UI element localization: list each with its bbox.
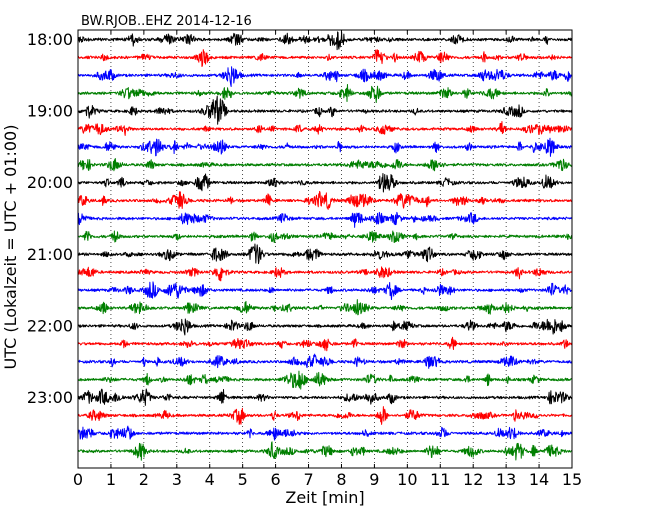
trace-2200 xyxy=(77,318,573,336)
trace-2030 xyxy=(77,211,573,228)
trace-1915 xyxy=(77,121,573,136)
trace-2345 xyxy=(77,441,573,461)
x-tick-label: 1 xyxy=(106,470,116,489)
x-tick-label: 15 xyxy=(562,470,582,489)
trace-1900 xyxy=(77,95,573,125)
trace-2045 xyxy=(77,230,573,244)
trace-2330 xyxy=(77,425,573,441)
x-tick-label: 6 xyxy=(271,470,281,489)
x-tick-label: 2 xyxy=(139,470,149,489)
x-tick-label: 13 xyxy=(496,470,516,489)
x-tick-label: 11 xyxy=(430,470,450,489)
trace-2145 xyxy=(77,299,573,316)
x-tick-label: 14 xyxy=(529,470,549,489)
trace-1845 xyxy=(77,83,573,104)
chart-title: BW.RJOB..EHZ 2014-12-16 xyxy=(81,14,252,29)
x-tick-label: 3 xyxy=(172,470,182,489)
y-tick-label: 22:00 xyxy=(27,316,73,335)
trace-2300 xyxy=(77,388,573,406)
trace-2000 xyxy=(77,173,573,193)
x-tick-label: 0 xyxy=(73,470,83,489)
trace-1800 xyxy=(77,31,573,51)
x-tick-label: 4 xyxy=(205,470,215,489)
y-tick-label: 23:00 xyxy=(27,388,73,407)
x-tick-label: 10 xyxy=(397,470,417,489)
trace-2115 xyxy=(77,266,573,282)
trace-1945 xyxy=(77,158,573,172)
y-tick-label: 20:00 xyxy=(27,173,73,192)
x-tick-label: 12 xyxy=(463,470,483,489)
grid-lines xyxy=(110,30,540,468)
x-tick-label: 9 xyxy=(369,470,379,489)
y-tick-label: 18:00 xyxy=(27,30,73,49)
trace-2100 xyxy=(77,243,573,265)
x-tick-label: 8 xyxy=(336,470,346,489)
plot-frame xyxy=(77,29,573,469)
trace-1930 xyxy=(77,137,573,157)
x-tick-label: 7 xyxy=(303,470,313,489)
trace-2215 xyxy=(77,336,573,352)
trace-2245 xyxy=(77,370,573,390)
x-axis-label: Zeit [min] xyxy=(285,488,364,507)
trace-2315 xyxy=(77,406,573,425)
trace-1830 xyxy=(77,66,573,87)
trace-2130 xyxy=(77,281,573,301)
y-tick-label: 19:00 xyxy=(27,102,73,121)
y-axis-label: UTC (Lokalzeit = UTC + 01:00) xyxy=(1,125,20,370)
seismic-traces xyxy=(77,31,573,461)
axis-ticks: 0 1 2 3 4 5 6 7 8 9 10 11 12 13 14 1518:0019:0020:0021:… xyxy=(27,30,582,489)
trace-1815 xyxy=(77,49,573,68)
y-tick-label: 21:00 xyxy=(27,245,73,264)
trace-2015 xyxy=(77,190,573,210)
trace-2230 xyxy=(77,353,573,369)
x-tick-label: 5 xyxy=(238,470,248,489)
